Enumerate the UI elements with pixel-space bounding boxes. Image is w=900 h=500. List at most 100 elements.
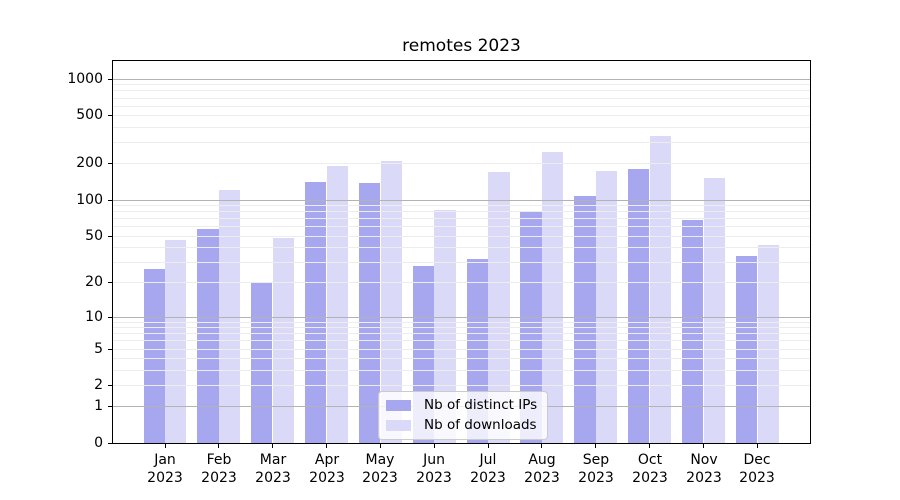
x-axis-tick-label: Nov 2023 [686, 452, 722, 486]
bar-downloads [757, 244, 779, 443]
bar-distinct-ips [358, 182, 381, 443]
y-axis-tick [108, 282, 112, 283]
y-axis-tick-label: 5 [94, 341, 103, 357]
x-axis-tick-label: Apr 2023 [309, 452, 345, 486]
gridline-minor [113, 370, 810, 371]
gridline-minor [113, 84, 810, 85]
gridline-major [113, 317, 810, 318]
bar-downloads [165, 240, 187, 443]
bar-downloads [596, 170, 618, 443]
bar-distinct-ips [628, 168, 650, 443]
bar-downloads [703, 178, 725, 443]
legend: Nb of distinct IPs Nb of downloads [378, 391, 549, 440]
y-axis-tick [108, 200, 112, 201]
gridline-minor [113, 163, 810, 164]
x-axis-tick [218, 443, 220, 448]
gridline-minor [113, 333, 810, 334]
y-axis-tick-label: 1 [94, 398, 103, 414]
gridline-major [113, 200, 810, 201]
x-axis-tick [703, 443, 704, 448]
gridline-minor [113, 247, 810, 248]
y-axis-tick [108, 236, 112, 237]
y-axis-tick-label: 10 [85, 309, 103, 325]
gridline-major [113, 79, 810, 80]
gridline-minor [113, 226, 810, 227]
gridline-minor [113, 340, 810, 341]
y-axis-tick [108, 349, 112, 350]
chart-title: remotes 2023 [402, 36, 521, 56]
gridline-minor [113, 127, 810, 128]
bar-distinct-ips [251, 282, 273, 443]
y-axis-tick-label: 20 [85, 274, 103, 290]
y-axis-tick-label: 50 [85, 228, 103, 244]
gridline-minor [113, 98, 810, 99]
x-axis-tick-label: Jan 2023 [147, 452, 183, 486]
x-axis-tick-label: Dec 2023 [739, 452, 775, 486]
x-axis-tick [756, 443, 758, 448]
legend-item-downloads: Nb of downloads [386, 418, 537, 432]
x-axis-tick [164, 443, 166, 448]
y-axis-tick-label: 0 [94, 435, 103, 451]
gridline-minor [113, 236, 810, 237]
gridline-minor [113, 385, 810, 386]
y-axis-tick-label: 500 [76, 107, 103, 123]
y-axis-tick [108, 317, 112, 318]
gridline-minor [113, 142, 810, 143]
gridline-minor [113, 211, 810, 212]
gridline-minor [113, 327, 810, 328]
legend-label-distinct-ips: Nb of distinct IPs [424, 397, 538, 413]
legend-label-downloads: Nb of downloads [424, 417, 537, 433]
plot-area: Nb of distinct IPs Nb of downloads 1000 5… [67, 60, 811, 486]
y-axis-tick [108, 406, 112, 407]
bar-downloads [488, 171, 510, 443]
legend-item-distinct-ips: Nb of distinct IPs [386, 398, 537, 412]
y-axis-tick-label: 200 [76, 155, 103, 171]
x-axis-tick-label: Jul 2023 [470, 452, 506, 486]
bar-distinct-ips [305, 182, 327, 443]
x-axis-tick [433, 443, 435, 448]
bar-distinct-ips [197, 228, 219, 443]
gridline-minor [113, 358, 810, 359]
bar-downloads [434, 210, 456, 443]
gridline-minor [113, 90, 810, 91]
x-axis-tick-label: Mar 2023 [255, 452, 291, 486]
y-axis-tick [108, 443, 112, 444]
legend-swatch-downloads [386, 419, 411, 431]
gridline-minor [113, 106, 810, 107]
y-axis-tick-label: 100 [76, 192, 103, 208]
y-axis-tick [108, 79, 112, 80]
y-axis-tick [108, 115, 112, 116]
bar-downloads [380, 160, 402, 443]
x-axis-tick-label: Sep 2023 [578, 452, 614, 486]
gridline-minor [113, 349, 810, 350]
bar-downloads [326, 166, 349, 443]
bar-distinct-ips [682, 219, 704, 443]
gridline-minor [113, 205, 810, 206]
x-axis-tick [595, 443, 597, 448]
gridline-minor [113, 282, 810, 283]
bar-distinct-ips [574, 195, 596, 443]
y-axis-tick [108, 163, 112, 164]
x-axis-tick [272, 443, 274, 448]
x-axis-tick [326, 443, 328, 448]
x-axis-tick-label: May 2023 [362, 452, 398, 486]
gridline-minor [113, 262, 810, 263]
x-axis-tick-label: Aug 2023 [524, 452, 560, 486]
bar-downloads [219, 190, 241, 443]
x-axis-tick [649, 443, 651, 448]
y-axis-tick [108, 385, 112, 386]
legend-swatch-distinct-ips [386, 399, 411, 411]
x-axis-tick [541, 443, 543, 448]
bar-distinct-ips [143, 269, 165, 443]
x-axis-tick [487, 443, 489, 448]
gridline-minor [113, 115, 810, 116]
x-axis-tick-label: Oct 2023 [632, 452, 668, 486]
gridline-minor [113, 322, 810, 323]
gridline-minor [113, 218, 810, 219]
y-axis-tick-label: 2 [94, 377, 103, 393]
bar-downloads [649, 135, 672, 443]
y-axis-tick-label: 1000 [67, 71, 103, 87]
x-axis-tick-label: Feb 2023 [201, 452, 237, 486]
x-axis-tick [379, 443, 381, 448]
x-axis-tick-label: Jun 2023 [416, 452, 452, 486]
